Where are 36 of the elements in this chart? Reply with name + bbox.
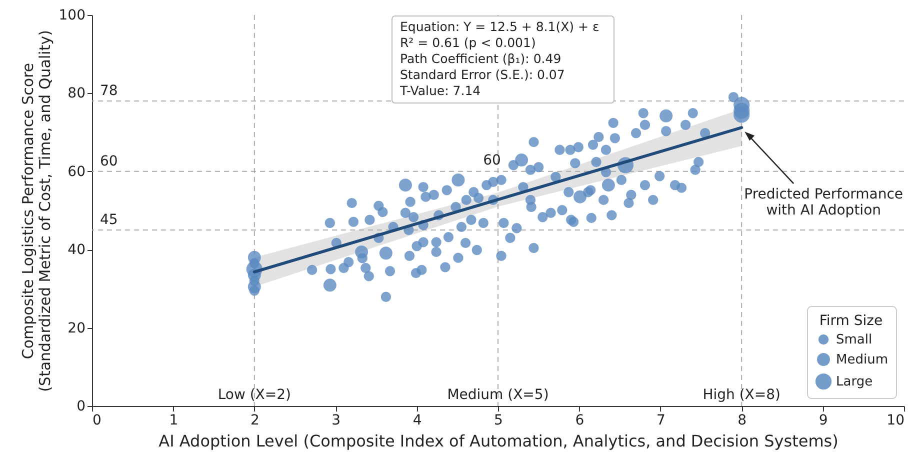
ref-line-label: 45 — [100, 212, 118, 228]
legend-label: Medium — [836, 352, 888, 368]
y-tick-label: 60 — [68, 164, 86, 180]
x-tick-label: 3 — [332, 412, 341, 428]
y-tick-label: 40 — [68, 242, 86, 258]
annotation: Equation: Y = 12.5 + 8.1(X) + ε — [400, 19, 600, 34]
y-tick-label: 0 — [76, 398, 86, 414]
y-tick-label: 20 — [68, 320, 86, 336]
annotation: Standard Error (S.E.): 0.07 — [400, 67, 565, 82]
ref-line-label: 78 — [100, 83, 118, 100]
annotation: Path Coefficient (β₁): 0.49 — [400, 51, 562, 66]
legend-label: Large — [836, 374, 873, 390]
x-tick-label: 0 — [92, 412, 102, 428]
y-axis-title: Composite Logistics Performance Score (Standardized Metric of Cost, Time, and Quality) — [18, 30, 54, 392]
x-tick-label: 4 — [412, 412, 422, 428]
x-tick-label: 1 — [169, 412, 178, 428]
annotation: Predicted Performance with AI Adoption — [744, 186, 904, 219]
x-axis-title: AI Adoption Level (Composite Index of Automation, Analytics, and Decision Systems) — [158, 432, 838, 450]
x-tick-label: 5 — [494, 412, 503, 428]
annotation: T-Value: 7.14 — [399, 83, 481, 98]
ref-line-label: 60 — [100, 153, 118, 170]
x-tick-label: 7 — [656, 412, 666, 428]
annotation: 60 — [483, 152, 501, 168]
legend-title: Firm Size — [819, 313, 883, 329]
y-tick-label: 80 — [68, 86, 86, 102]
ref-line-label: High (X=8) — [702, 387, 780, 403]
ref-line-label: Medium (X=5) — [447, 387, 549, 403]
x-tick-label: 6 — [575, 412, 584, 428]
x-tick-label: 8 — [738, 412, 747, 428]
x-tick-label: 9 — [818, 412, 828, 428]
x-tick-label: 2 — [250, 412, 260, 428]
ref-line-label: Low (X=2) — [218, 387, 291, 403]
x-tick-label: 10 — [886, 412, 904, 428]
legend-label: Small — [836, 332, 872, 348]
annotation: R² = 0.61 (p < 0.001) — [400, 35, 536, 50]
y-tick-label: 100 — [58, 8, 86, 24]
